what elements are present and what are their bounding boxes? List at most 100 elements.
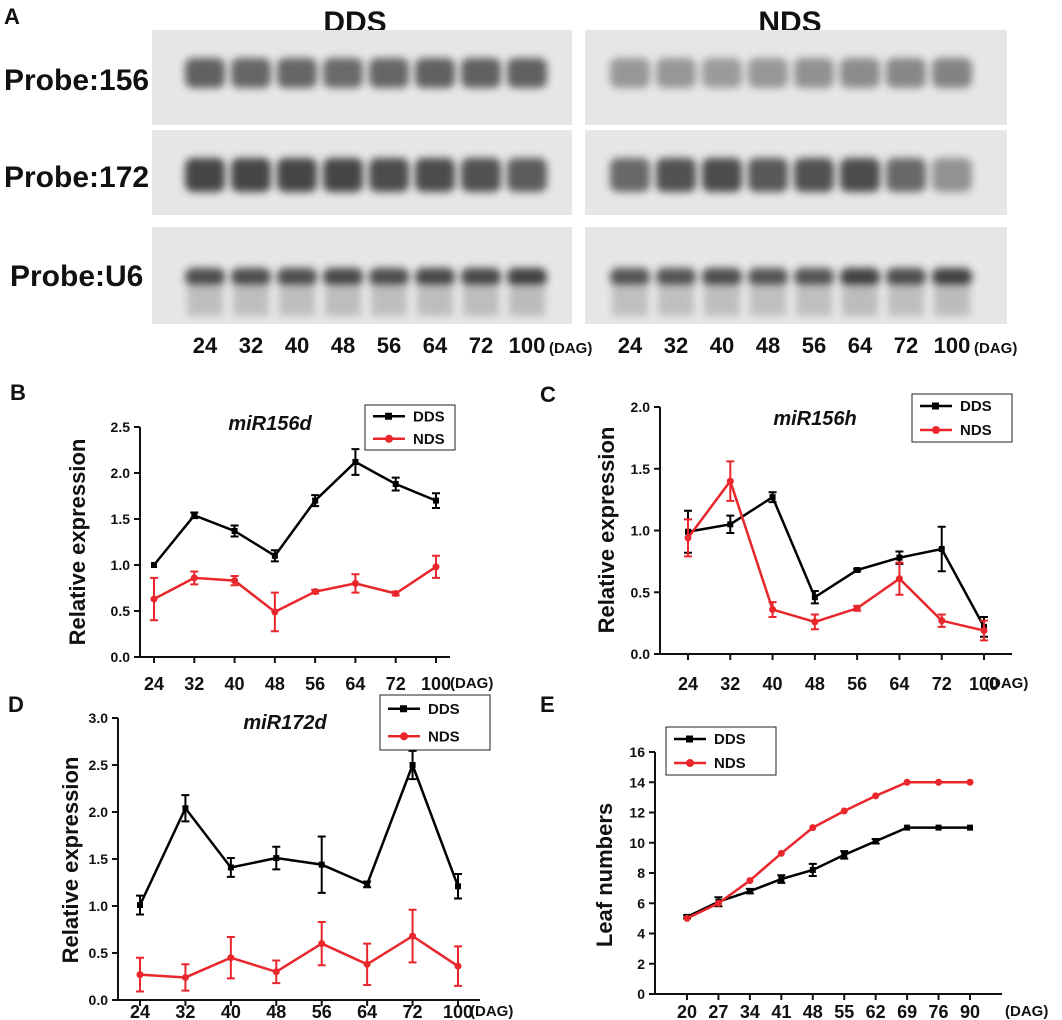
point-c-dds-56 [854, 567, 861, 574]
ytick-label-e-16: 16 [629, 744, 645, 760]
point-d-nds-64 [363, 960, 371, 968]
lane-label-dds-40: 40 [285, 333, 309, 358]
panel-letter-b: B [10, 380, 26, 405]
blot-band-dds-2-64 [415, 158, 455, 192]
xtick-label-e-34: 34 [740, 1002, 760, 1020]
legend-marker-e-nds [686, 759, 694, 767]
ytick-label-e-2: 2 [637, 956, 645, 972]
ylabel-b: Relative expression [65, 439, 90, 646]
point-e-nds-27 [714, 899, 722, 907]
ytick-label-d-0.5: 0.5 [89, 945, 109, 961]
ytick-label-b-2.5: 2.5 [111, 419, 131, 435]
xlabel-e: (DAG) [1005, 1003, 1048, 1020]
blot-band-dds-3-72 [461, 268, 501, 286]
legend-label-e-nds: NDS [714, 755, 746, 772]
legend-label-b-dds: DDS [413, 408, 445, 425]
point-b-nds-32 [190, 574, 198, 582]
point-e-nds-34 [746, 877, 754, 885]
xtick-label-b-56: 56 [305, 674, 325, 694]
series-line-d-dds [138, 761, 460, 906]
blot-band-nds-2-24 [610, 158, 650, 192]
legend-c [911, 393, 1013, 443]
ytick-label-b-0.5: 0.5 [111, 603, 131, 619]
point-e-dds-34 [746, 888, 753, 895]
legend-label-d-nds: NDS [428, 728, 460, 745]
xtick-label-e-69: 69 [897, 1002, 917, 1020]
blot-band-nds-3-64 [840, 268, 880, 286]
chart-title-d: miR172d [243, 712, 327, 734]
point-e-nds-41 [777, 849, 785, 857]
xtick-label-b-64: 64 [345, 674, 365, 694]
panel-a-northern-blot: A DDS NDS Probe:156 Probe:172 Probe:U6 2… [4, 4, 1017, 358]
point-d-nds-24 [136, 971, 144, 979]
xtick-label-e-20: 20 [677, 1002, 697, 1020]
blot-band-nds-2-64 [840, 158, 880, 192]
point-c-nds-72 [938, 617, 946, 625]
blot-band-dds-1-100 [507, 58, 547, 88]
ytick-label-d-3.0: 3.0 [89, 710, 109, 726]
ytick-label-b-1.5: 1.5 [111, 511, 131, 527]
point-d-nds-32 [181, 973, 189, 981]
blot-band-nds-1-64 [840, 58, 880, 88]
ytick-label-b-2.0: 2.0 [111, 465, 131, 481]
lane-label-nds-56: 56 [802, 333, 826, 358]
legend-marker-c-dds [932, 402, 939, 410]
point-d-dds-64 [364, 881, 371, 888]
xtick-label-c-64: 64 [889, 674, 909, 694]
point-e-dds-41 [778, 876, 785, 883]
point-c-nds-64 [895, 575, 903, 583]
point-e-dds-76 [935, 824, 942, 831]
blot-band-dds-3-100 [507, 268, 547, 286]
series-line-c-dds [687, 495, 986, 628]
lane-label-nds-24: 24 [618, 333, 643, 358]
series-line-b-nds [153, 565, 437, 614]
point-e-dds-55 [841, 851, 848, 858]
chart-e: E 0 2 4 6 8 10 12 14 16 20 27 34 41 48 55 62 69 76 90 (DAG) L… [540, 692, 1048, 1020]
blot-band-nds-1-72 [886, 58, 926, 88]
point-b-dds-64 [352, 458, 359, 465]
blot-band-dds-1-56 [369, 58, 409, 88]
probe-label-u6: Probe:U6 [10, 260, 143, 293]
blot-band-nds-2-48 [748, 158, 788, 192]
xtick-label-b-48: 48 [265, 674, 285, 694]
probe-label-172: Probe:172 [4, 161, 149, 194]
xtick-label-d-48: 48 [266, 1002, 286, 1020]
point-d-nds-40 [227, 954, 235, 962]
lane-label-dds-56: 56 [377, 333, 401, 358]
ytick-label-c-0.5: 0.5 [631, 584, 651, 600]
point-b-nds-48 [271, 608, 279, 616]
chart-c: C 0.0 0.5 1.0 1.5 2.0 24 32 40 48 56 64 72 100(DAG) Re… [540, 382, 1028, 694]
point-c-dds-48 [811, 594, 818, 601]
blot-band-nds-3-48 [748, 268, 788, 286]
xtick-label-e-27: 27 [708, 1002, 728, 1020]
xlabel-b: (DAG) [450, 675, 493, 692]
blot-band-dds-2-24 [185, 158, 225, 192]
legend-marker-d-dds [400, 705, 407, 713]
xtick-label-b-32: 32 [184, 674, 204, 694]
blot-band-dds-2-40 [277, 158, 317, 192]
point-b-nds-64 [351, 579, 359, 587]
point-b-dds-72 [392, 481, 399, 488]
point-d-dds-24 [137, 902, 143, 909]
point-b-nds-72 [392, 590, 400, 598]
series-line-b-dds [153, 460, 437, 566]
blot-band-nds-1-40 [702, 58, 742, 88]
point-b-dds-24 [151, 562, 157, 568]
blot-band-dds-3-56 [369, 268, 409, 286]
point-e-dds-48 [809, 866, 816, 873]
xtick-label-c-40: 40 [763, 674, 783, 694]
xtick-label-e-55: 55 [834, 1002, 854, 1020]
chart-b: B 0.0 0.5 1.0 1.5 2.0 2.5 24 32 40 48 56 64 72 100(DAG… [10, 380, 493, 694]
xtick-label-d-64: 64 [357, 1002, 377, 1020]
point-e-nds-55 [840, 807, 848, 815]
ylabel-d: Relative expression [58, 757, 83, 964]
point-b-dds-100 [433, 497, 439, 504]
xtick-label-c-32: 32 [720, 674, 740, 694]
xtick-label-c-56: 56 [847, 674, 867, 694]
axes-b [139, 427, 450, 658]
ytick-label-d-1.5: 1.5 [89, 851, 109, 867]
point-d-nds-100 [454, 962, 462, 970]
legend-marker-b-dds [385, 412, 392, 420]
legend-d [379, 694, 491, 751]
